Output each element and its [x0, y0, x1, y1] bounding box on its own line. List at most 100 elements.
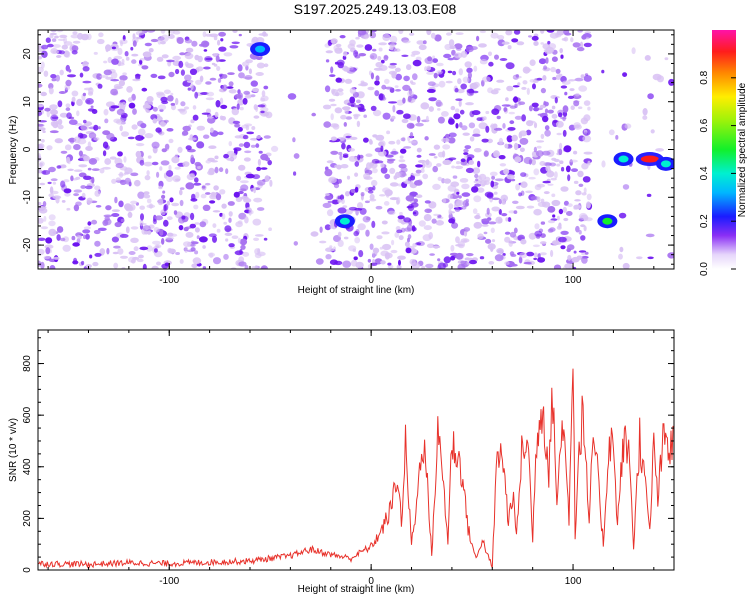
- spectrogram-cell: [342, 260, 352, 268]
- spectrogram-cell: [51, 38, 57, 42]
- spectrogram-cell: [520, 172, 527, 178]
- spectrogram-cell: [498, 198, 502, 205]
- spectrogram-cell: [406, 122, 415, 129]
- spectrogram-cell: [245, 173, 255, 179]
- spectrogram-cell: [398, 30, 404, 35]
- spectrogram-cell: [48, 193, 54, 198]
- spectrogram-cell: [372, 109, 382, 117]
- spectrogram-cell: [106, 132, 115, 141]
- spectrogram-cell: [155, 127, 162, 133]
- spectrogram-cell: [179, 189, 183, 196]
- spectrogram-cell: [430, 32, 436, 39]
- spectrogram-cell: [49, 186, 54, 194]
- spectrogram-cell: [349, 96, 356, 104]
- spectrogram-cell: [437, 151, 445, 158]
- spectrogram-cell: [400, 166, 408, 173]
- spectrogram-cell: [185, 231, 194, 238]
- spectrogram-cell: [231, 41, 240, 45]
- spectrogram-cell: [380, 166, 388, 174]
- spectrogram-cell: [536, 140, 545, 143]
- spectrogram-cell: [473, 65, 478, 72]
- spectrogram-cell: [415, 122, 424, 127]
- spectrogram-cell: [467, 72, 472, 79]
- spectrogram-cell: [112, 251, 119, 255]
- spectrogram-cell: [215, 193, 222, 201]
- spectrogram-cell: [73, 193, 79, 197]
- spectrogram-cell: [485, 125, 490, 133]
- spectrogram-cell: [391, 239, 395, 246]
- spectrogram-cell: [183, 241, 192, 248]
- spectrogram-cell: [178, 60, 184, 68]
- spectrogram-cell: [403, 146, 412, 149]
- spectrogram-cell: [50, 74, 57, 79]
- spectrogram-cell: [293, 153, 300, 159]
- spectrogram-cell: [357, 202, 363, 210]
- spectrogram-cell: [132, 108, 137, 115]
- spectrogram-cell: [464, 61, 472, 68]
- y-tick-label: 0: [22, 146, 33, 152]
- spectrogram-cell: [455, 32, 464, 35]
- spectrogram-cell: [194, 250, 199, 255]
- hot-spot-core: [640, 155, 659, 163]
- spectrogram-cell: [158, 185, 163, 190]
- spectrogram-cell: [575, 225, 580, 233]
- spectrogram-cell: [463, 230, 468, 237]
- spectrogram-cell: [47, 43, 54, 48]
- spectrogram-cell: [319, 226, 323, 233]
- spectrogram-cell: [356, 44, 364, 48]
- spectrogram-cell: [560, 116, 567, 120]
- spectrogram-cell: [448, 118, 455, 125]
- spectrogram-cell: [43, 255, 51, 260]
- spectrogram-cell: [242, 134, 249, 140]
- spectrogram-cell: [441, 137, 450, 143]
- spectrogram-cell: [73, 144, 81, 151]
- spectrogram-cell: [57, 100, 63, 108]
- spectrogram-cell: [421, 265, 426, 269]
- spectrogram-cell: [452, 70, 457, 76]
- spectrogram-cell: [325, 59, 330, 63]
- spectrogram-cell: [513, 96, 519, 103]
- spectrogram-cell: [49, 104, 58, 110]
- spectrogram-cell: [209, 252, 214, 259]
- spectrogram-cell: [460, 158, 466, 163]
- spectrogram-cell: [561, 38, 567, 41]
- spectrogram-cell: [223, 52, 233, 57]
- spectrogram-cell: [518, 256, 523, 264]
- spectrogram-cell: [515, 205, 525, 210]
- spectrogram-cell: [119, 125, 123, 132]
- spectrogram-cell: [83, 226, 91, 230]
- spectrogram-cell: [416, 40, 425, 45]
- spectrogram-cell: [163, 204, 167, 212]
- spectrogram-cell: [424, 208, 433, 214]
- spectrogram-cell: [65, 107, 71, 112]
- spectrogram-cell: [338, 151, 343, 156]
- spectrogram-cell: [221, 213, 226, 220]
- spectrogram-cell: [206, 91, 215, 97]
- spectrogram-cell: [234, 123, 240, 128]
- spectrogram-cell: [168, 71, 175, 78]
- spectrogram-cell: [550, 177, 557, 181]
- spectrogram-cell: [462, 76, 470, 83]
- spectrogram-cell: [99, 75, 109, 78]
- spectrogram-cell: [522, 80, 528, 85]
- spectrogram-cell: [248, 68, 252, 75]
- spectrogram-cell: [425, 115, 429, 123]
- spectrogram-cell: [191, 40, 198, 47]
- spectrogram-cell: [79, 133, 88, 139]
- spectrogram-cell: [363, 137, 369, 143]
- spectrogram-cell: [154, 248, 158, 253]
- spectrogram-cell: [179, 259, 184, 264]
- spectrogram-cell: [135, 134, 144, 141]
- spectrogram-cell: [102, 150, 107, 157]
- spectrogram-cell: [544, 49, 553, 55]
- spectrogram-cell: [424, 66, 428, 72]
- spectrogram-cell: [221, 74, 228, 79]
- spectrogram-cell: [345, 191, 350, 197]
- spectrogram-cell: [547, 109, 554, 114]
- spectrogram-cell: [104, 118, 109, 124]
- spectrogram-cell: [235, 221, 243, 228]
- spectrogram-cell: [76, 235, 82, 240]
- spectrogram-cell: [563, 217, 569, 222]
- spectrogram-cell: [544, 129, 551, 137]
- spectrogram-cell: [64, 144, 72, 151]
